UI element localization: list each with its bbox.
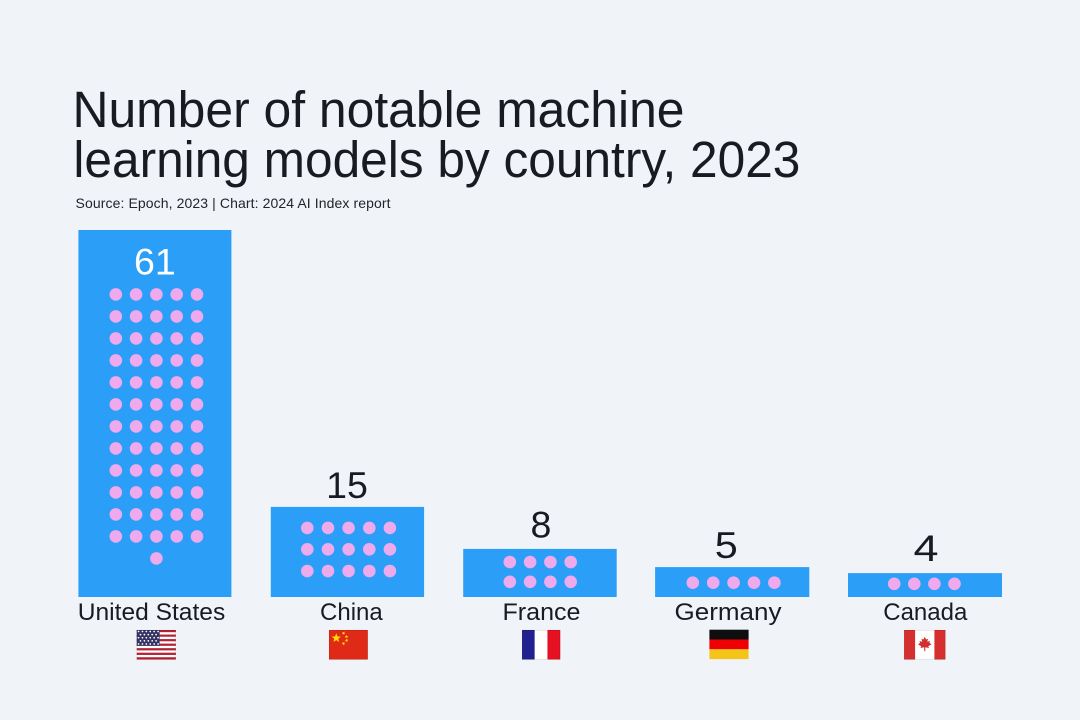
svg-text:United States: United States [78, 599, 226, 626]
svg-text:Source: Epoch, 2023 | Chart: 2: Source: Epoch, 2023 | Chart: 2024 AI Ind… [76, 195, 391, 211]
svg-text:15: 15 [326, 464, 368, 506]
svg-text:8: 8 [530, 504, 551, 546]
svg-text:5: 5 [715, 524, 738, 566]
svg-text:France: France [503, 599, 581, 626]
svg-text:learning models by country, 20: learning models by country, 2023 [73, 131, 800, 188]
svg-text:Germany: Germany [675, 599, 782, 626]
svg-text:4: 4 [914, 527, 939, 569]
svg-text:Number of notable machine: Number of notable machine [73, 81, 685, 138]
svg-text:Canada: Canada [883, 599, 968, 626]
svg-text:China: China [320, 599, 383, 626]
svg-text:61: 61 [134, 241, 176, 283]
